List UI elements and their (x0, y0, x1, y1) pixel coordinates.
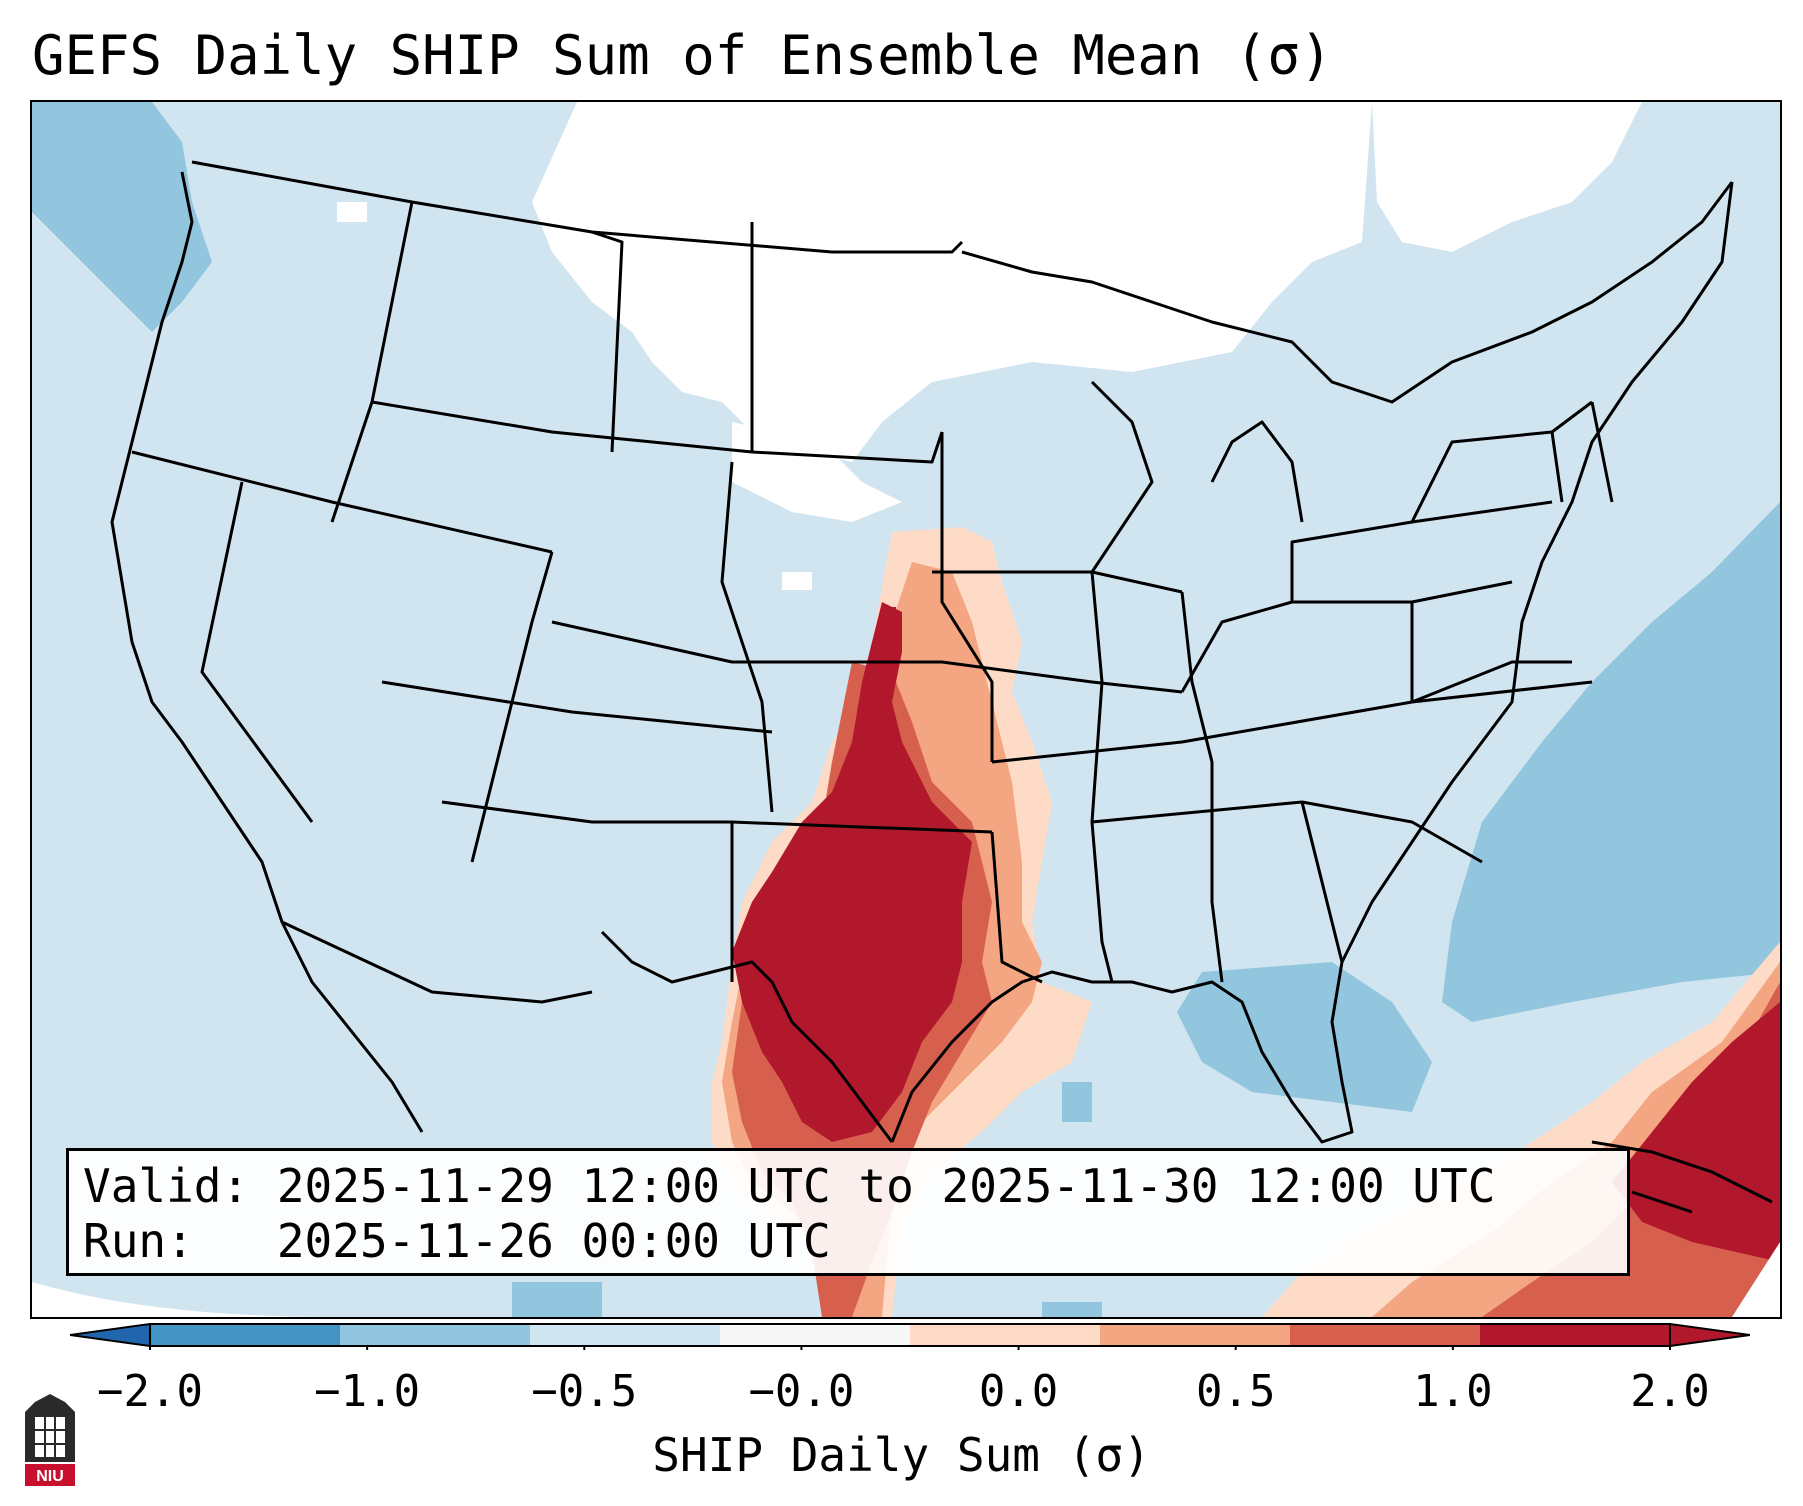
colorbar-extend-low (70, 1322, 151, 1348)
state-boundaries (110, 160, 1734, 1144)
colorbar-segment (150, 1324, 341, 1346)
colorbar-segment (340, 1324, 531, 1346)
colorbar-tick-label: 0.0 (978, 1366, 1059, 1417)
colorbar-tick-label: 1.0 (1413, 1366, 1493, 1417)
map-canvas (32, 102, 1780, 1317)
colorbar-segment (530, 1324, 721, 1346)
valid-time-text: Valid: 2025-11-29 12:00 UTC to 2025-11-3… (83, 1159, 1496, 1213)
near-zero-field-north (337, 102, 1642, 590)
niu-logo: NIU (25, 1394, 75, 1486)
colorbar (70, 1322, 1750, 1350)
colorbar-label: SHIP Daily Sum (σ) (652, 1428, 1151, 1482)
logo-text: NIU (36, 1468, 64, 1485)
map-panel (30, 100, 1782, 1319)
colorbar-segment (1290, 1324, 1481, 1346)
projection-edge (32, 1282, 332, 1317)
colorbar-extend-high (1669, 1322, 1750, 1348)
map-title: GEFS Daily SHIP Sum of Ensemble Mean (σ) (32, 24, 1333, 87)
caribbean-islands (1591, 1140, 1773, 1214)
colorbar-tick-label: −2.0 (97, 1366, 203, 1417)
colorbar-tick-label: −1.0 (314, 1366, 421, 1417)
colorbar-tick-label: 0.5 (1195, 1366, 1276, 1417)
valid-run-info-box: Valid: 2025-11-29 12:00 UTC to 2025-11-3… (66, 1148, 1630, 1276)
colorbar-tick-label: −0.5 (531, 1366, 638, 1417)
very-strong-positive-field (732, 602, 1780, 1262)
colorbar-tick-label: −0.0 (748, 1366, 855, 1417)
colorbar-tick-label: 2.0 (1630, 1366, 1710, 1417)
colorbar-segment (720, 1324, 911, 1346)
run-time-text: Run: 2025-11-26 00:00 UTC (83, 1214, 831, 1268)
colorbar-segment (1100, 1324, 1291, 1346)
projection-edge (1732, 1242, 1780, 1317)
negative-field (32, 102, 1780, 1317)
colorbar-segment (910, 1324, 1101, 1346)
colorbar-segment (1480, 1324, 1671, 1346)
